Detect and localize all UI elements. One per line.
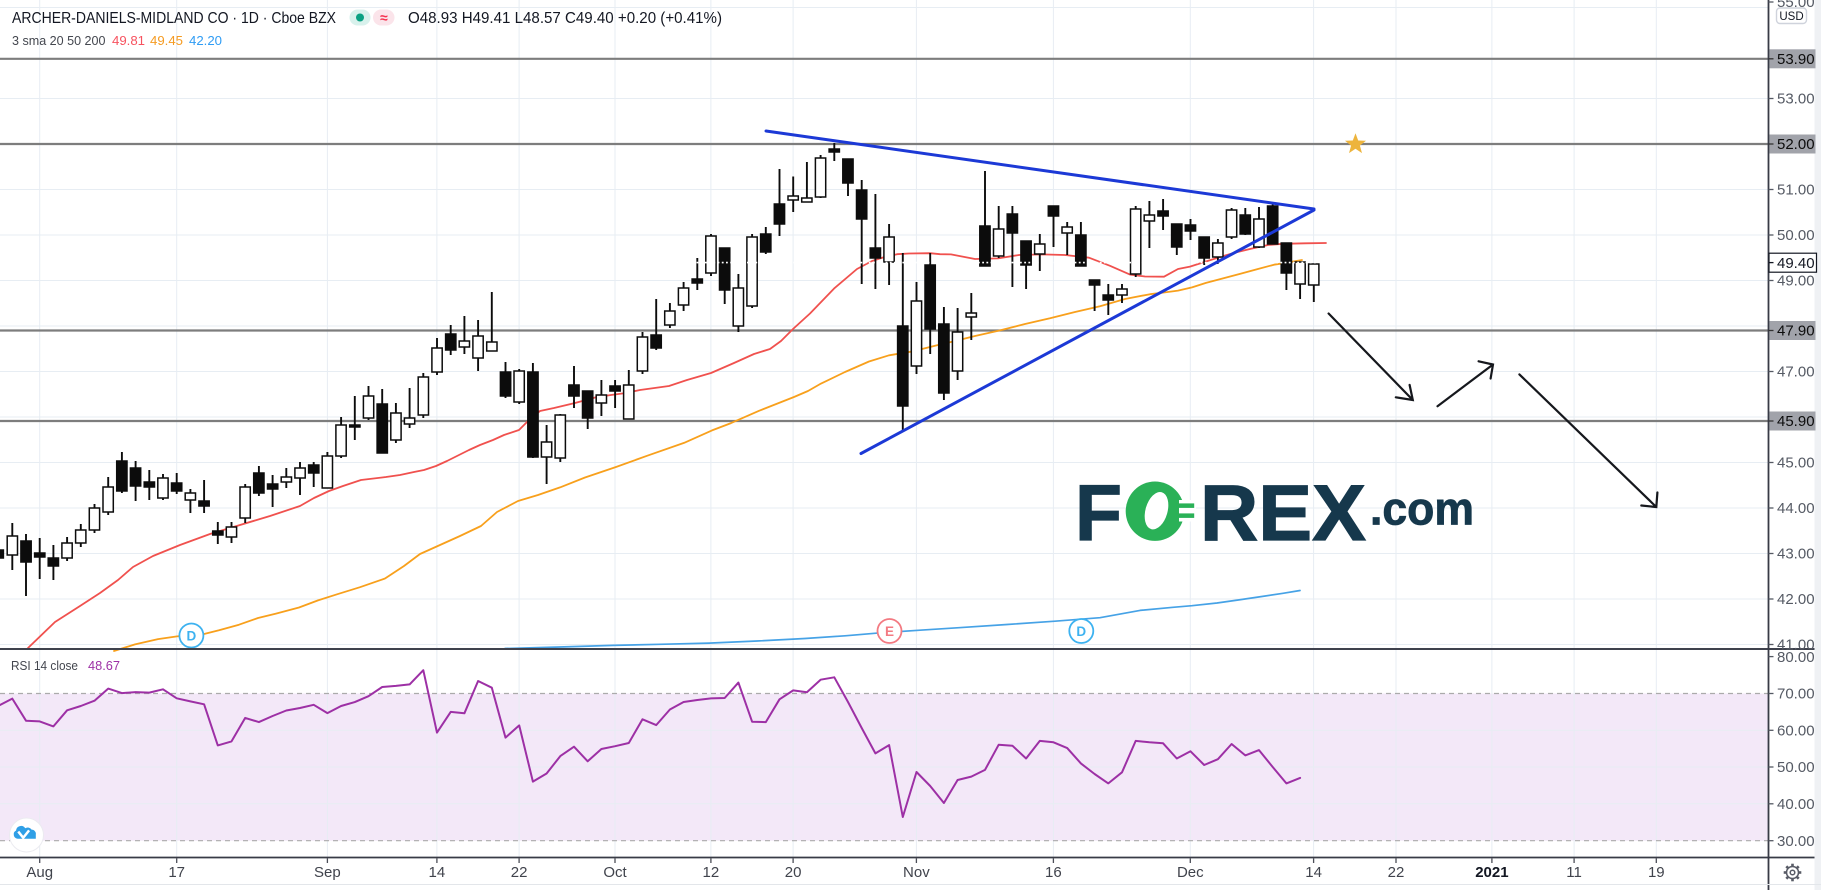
svg-text:40.00: 40.00 (1777, 796, 1815, 813)
svg-text:12: 12 (703, 864, 720, 881)
svg-text:49.81: 49.81 (112, 33, 145, 48)
svg-text:Aug: Aug (26, 864, 53, 881)
svg-text:51.00: 51.00 (1777, 182, 1815, 199)
svg-text:REX: REX (1200, 468, 1366, 557)
svg-text:47.90: 47.90 (1777, 323, 1815, 340)
svg-text:47.00: 47.00 (1777, 364, 1815, 381)
svg-text:50.00: 50.00 (1777, 227, 1815, 244)
svg-text:Dec: Dec (1177, 864, 1204, 881)
svg-text:45.90: 45.90 (1777, 413, 1815, 430)
svg-text:RSI 14 close: RSI 14 close (11, 658, 78, 673)
svg-text:41.00: 41.00 (1777, 637, 1815, 654)
svg-text:49.40: 49.40 (1777, 255, 1815, 272)
svg-text:D: D (187, 629, 197, 644)
svg-text:43.00: 43.00 (1777, 546, 1815, 563)
svg-text:F: F (1075, 468, 1122, 557)
svg-text:14: 14 (429, 864, 446, 881)
svg-text:.com: .com (1370, 483, 1474, 535)
svg-text:16: 16 (1045, 864, 1062, 881)
svg-text:52.00: 52.00 (1777, 136, 1815, 153)
svg-text:53.90: 53.90 (1777, 51, 1815, 68)
svg-text:Nov: Nov (903, 864, 930, 881)
svg-text:42.20: 42.20 (189, 33, 222, 48)
svg-text:60.00: 60.00 (1777, 723, 1815, 740)
svg-text:48.67: 48.67 (88, 658, 120, 673)
svg-text:≈: ≈ (380, 10, 388, 26)
svg-text:70.00: 70.00 (1777, 686, 1815, 703)
svg-text:19: 19 (1648, 864, 1665, 881)
svg-text:53.00: 53.00 (1777, 91, 1815, 108)
svg-text:42.00: 42.00 (1777, 591, 1815, 608)
svg-text:Sep: Sep (314, 864, 341, 881)
svg-text:D: D (1076, 624, 1086, 639)
svg-text:49.00: 49.00 (1777, 273, 1815, 290)
svg-text:50.00: 50.00 (1777, 759, 1815, 776)
svg-text:22: 22 (511, 864, 528, 881)
svg-text:14: 14 (1305, 864, 1322, 881)
svg-text:49.45: 49.45 (150, 33, 183, 48)
svg-text:80.00: 80.00 (1777, 649, 1815, 666)
svg-text:20: 20 (785, 864, 802, 881)
svg-text:2021: 2021 (1475, 864, 1508, 881)
svg-text:45.00: 45.00 (1777, 455, 1815, 472)
svg-text:3 sma 20 50 200: 3 sma 20 50 200 (12, 33, 106, 48)
svg-text:Oct: Oct (603, 864, 627, 881)
svg-text:17: 17 (168, 864, 185, 881)
svg-text:USD: USD (1779, 11, 1803, 23)
svg-text:O48.93 H49.41 L48.57 C49.40 +0: O48.93 H49.41 L48.57 C49.40 +0.20 (+0.41… (408, 10, 722, 27)
svg-text:44.00: 44.00 (1777, 500, 1815, 517)
svg-text:ARCHER-DANIELS-MIDLAND CO · 1D: ARCHER-DANIELS-MIDLAND CO · 1D · Cboe BZ… (12, 10, 337, 27)
svg-text:55.00: 55.00 (1777, 0, 1815, 11)
svg-text:E: E (885, 624, 894, 639)
svg-text:30.00: 30.00 (1777, 833, 1815, 850)
svg-text:11: 11 (1566, 864, 1582, 881)
svg-text:22: 22 (1388, 864, 1405, 881)
